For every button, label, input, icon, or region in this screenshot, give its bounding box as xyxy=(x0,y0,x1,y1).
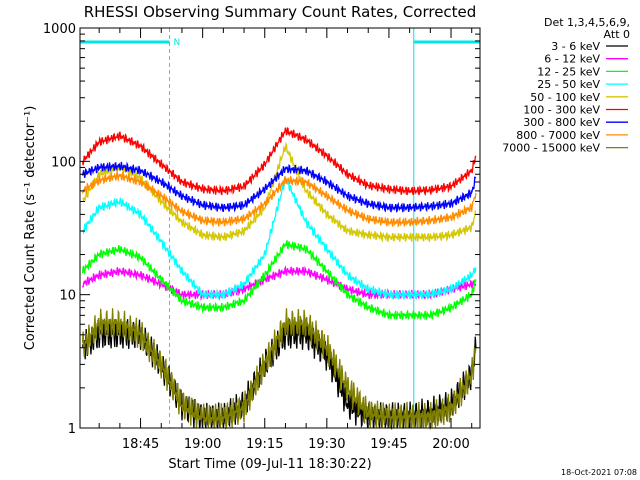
legend-entry-label: 800 - 7000 keV xyxy=(516,129,600,142)
night-marker: N xyxy=(174,38,181,48)
series-line xyxy=(81,171,477,228)
y-tick-label: 10 xyxy=(59,289,76,304)
y-tick-label: 1 xyxy=(68,422,76,437)
y-tick-label: 100 xyxy=(51,155,76,170)
x-tick-label: 19:00 xyxy=(184,437,221,452)
series-line xyxy=(81,239,477,321)
series-line xyxy=(82,141,477,243)
x-tick-label: 19:30 xyxy=(308,437,345,452)
x-axis-label: Start Time (09-Jul-11 18:30:22) xyxy=(168,457,371,472)
x-tick-label: 19:45 xyxy=(370,437,407,452)
legend-header: Det 1,3,4,5,6,9, xyxy=(544,16,630,29)
legend-entry-label: 7000 - 15000 keV xyxy=(502,142,600,155)
legend-entry-label: 3 - 6 keV xyxy=(551,40,600,53)
legend-entry-label: 6 - 12 keV xyxy=(544,53,600,66)
y-axis-label: Corrected Count Rate (s⁻¹ detector⁻¹) xyxy=(23,106,38,351)
legend-entry-label: 300 - 800 keV xyxy=(523,116,600,129)
y-tick-label: 1000 xyxy=(43,22,76,37)
legend-entry-label: 100 - 300 keV xyxy=(523,104,600,117)
legend-entry-label: 12 - 25 keV xyxy=(537,65,600,78)
legend-entry-label: 50 - 100 keV xyxy=(530,91,600,104)
series-line xyxy=(81,127,477,197)
x-tick-label: 19:15 xyxy=(246,437,283,452)
night-intervals: N xyxy=(79,28,481,428)
chart-title: RHESSI Observing Summary Count Rates, Co… xyxy=(84,3,477,21)
x-axis: 18:45 19:00 19:15 19:30 19:45 20:00 xyxy=(98,28,473,452)
legend-entry-label: 25 - 50 keV xyxy=(537,78,600,91)
legend-header: Att 0 xyxy=(604,28,630,41)
timestamp: 18-Oct-2021 07:08 xyxy=(561,468,637,477)
series-layer xyxy=(81,127,477,431)
series-line xyxy=(81,161,477,213)
series-line xyxy=(81,308,477,431)
x-tick-label: 20:00 xyxy=(432,437,469,452)
y-axis: 1 10 100 1000 xyxy=(43,22,480,437)
plot-frame xyxy=(79,27,481,429)
x-tick-label: 18:45 xyxy=(122,437,159,452)
series-line xyxy=(82,176,477,301)
